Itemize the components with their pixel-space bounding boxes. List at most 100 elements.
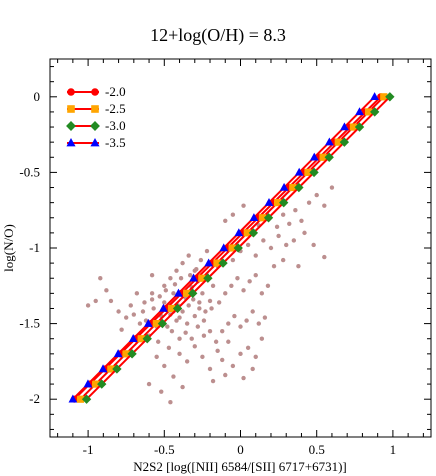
series-marker xyxy=(234,228,244,237)
data-point xyxy=(322,203,327,208)
data-point xyxy=(174,318,179,323)
data-point xyxy=(134,291,140,296)
x-tick-label: 0 xyxy=(237,442,244,457)
series-marker xyxy=(243,229,251,237)
series-marker xyxy=(309,152,319,161)
data-point xyxy=(329,185,335,190)
data-point xyxy=(268,245,274,251)
data-point xyxy=(245,242,251,248)
data-point xyxy=(253,253,258,258)
data-point xyxy=(159,389,164,394)
series-marker xyxy=(325,137,334,146)
data-point xyxy=(85,303,91,308)
data-point xyxy=(223,218,228,223)
legend-marker xyxy=(91,105,99,113)
series-marker xyxy=(309,167,319,178)
data-point xyxy=(192,313,197,319)
series-marker xyxy=(137,335,145,343)
data-point xyxy=(223,291,228,296)
legend-label: -3.5 xyxy=(105,135,126,150)
data-point xyxy=(188,273,193,278)
x-axis: -1 -0.5 0 0.5 1 xyxy=(57,59,424,457)
data-point xyxy=(146,381,152,387)
data-point xyxy=(262,315,268,320)
data-point xyxy=(131,312,137,317)
data-point xyxy=(216,300,222,305)
series-marker xyxy=(263,213,274,223)
data-point xyxy=(201,318,207,323)
series-marker xyxy=(289,183,297,192)
data-point xyxy=(291,238,297,243)
data-point xyxy=(230,212,236,217)
series-marker xyxy=(203,273,213,283)
data-point xyxy=(168,400,173,405)
series-marker xyxy=(385,92,395,102)
data-point xyxy=(177,315,182,320)
data-point xyxy=(230,363,236,369)
x-axis-label: N2S2 [log([NII] 6584/[SII] 6717+6731)] xyxy=(133,459,347,474)
data-point xyxy=(149,273,155,278)
series-marker xyxy=(107,365,115,373)
data-point xyxy=(306,200,312,205)
data-point xyxy=(186,253,191,258)
y-axis: 0 -0.5 -1 -1.5 -2 xyxy=(19,66,431,430)
data-point xyxy=(215,348,220,354)
data-point xyxy=(180,309,185,314)
series-marker xyxy=(304,168,312,176)
series-marker xyxy=(264,197,274,206)
series-marker xyxy=(142,334,152,344)
data-point xyxy=(154,354,159,360)
series-marker xyxy=(334,138,342,146)
legend-label: -2.0 xyxy=(105,84,126,99)
data-point xyxy=(220,357,225,363)
data-point xyxy=(180,260,185,266)
data-point xyxy=(232,313,237,319)
series-marker xyxy=(370,107,380,117)
y-tick-label: -1 xyxy=(29,240,40,255)
data-point xyxy=(220,328,225,334)
series-marker xyxy=(68,394,78,403)
data-point xyxy=(162,300,167,305)
series-marker xyxy=(172,303,183,314)
data-point xyxy=(163,288,169,293)
data-point xyxy=(209,306,214,311)
x-tick-label: 1 xyxy=(390,442,397,457)
series-marker xyxy=(248,228,259,238)
data-point xyxy=(137,321,143,326)
data-point xyxy=(186,303,191,308)
data-point xyxy=(184,321,190,326)
data-point xyxy=(311,242,316,248)
data-point xyxy=(223,372,228,378)
series-marker xyxy=(122,350,130,358)
data-point xyxy=(183,330,188,335)
series-marker xyxy=(228,244,236,252)
series-marker xyxy=(340,122,349,131)
series-marker xyxy=(279,182,289,191)
data-point xyxy=(256,321,261,326)
data-point xyxy=(280,257,286,263)
data-point xyxy=(171,291,176,296)
series-marker xyxy=(364,108,373,116)
data-point xyxy=(168,276,173,281)
data-point xyxy=(226,321,231,326)
y-axis-label: log(N/O) xyxy=(1,224,16,272)
series-marker xyxy=(76,395,85,403)
x-tick-label: -0.5 xyxy=(154,442,175,457)
data-point xyxy=(276,233,281,239)
data-point xyxy=(241,288,246,293)
data-point xyxy=(166,345,172,350)
data-point xyxy=(200,354,205,360)
series-marker xyxy=(233,243,243,253)
data-point xyxy=(178,276,184,281)
data-point xyxy=(230,257,236,263)
data-point xyxy=(93,298,98,304)
series-marker xyxy=(355,107,364,116)
series-marker xyxy=(188,288,198,299)
series-marker xyxy=(219,243,229,252)
x-tick-label: 0.5 xyxy=(309,442,325,457)
data-point xyxy=(253,354,258,360)
series-marker xyxy=(370,92,379,101)
series-marker xyxy=(159,303,168,312)
data-point xyxy=(142,300,147,305)
